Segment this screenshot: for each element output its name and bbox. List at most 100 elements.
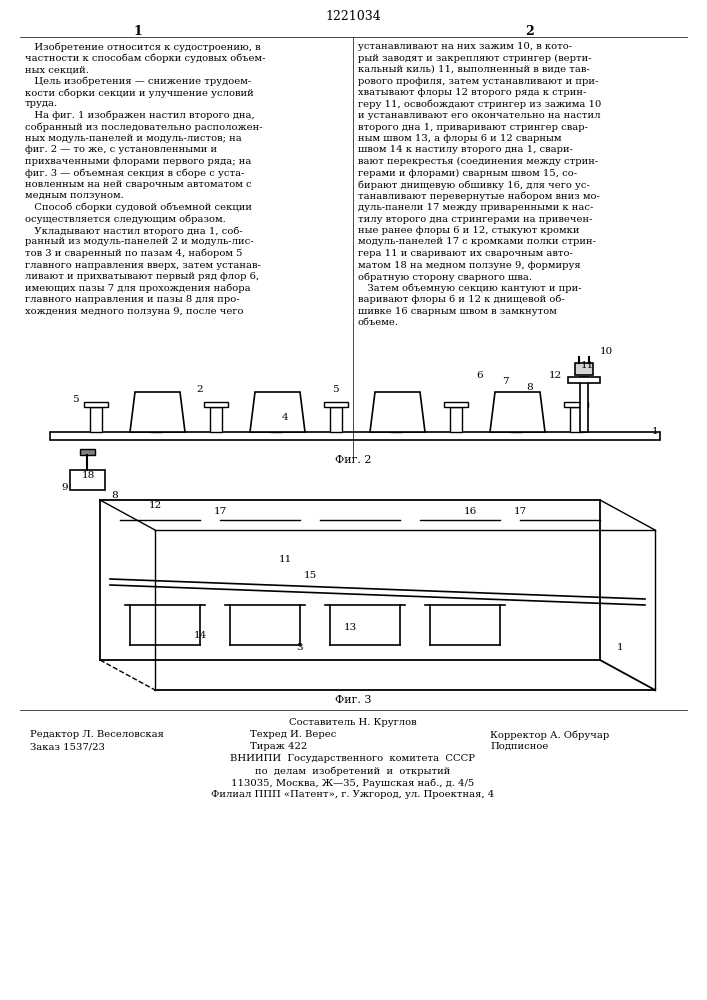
Text: шивке 16 сварным швом в замкнутом: шивке 16 сварным швом в замкнутом — [358, 306, 557, 316]
Text: 3: 3 — [297, 644, 303, 652]
Text: фиг. 2 — то же, с установленными и: фиг. 2 — то же, с установленными и — [25, 145, 217, 154]
FancyBboxPatch shape — [144, 402, 168, 407]
Text: Способ сборки судовой объемной секции: Способ сборки судовой объемной секции — [25, 203, 252, 213]
Text: 8: 8 — [527, 383, 533, 392]
Text: гера 11 и сваривают их сварочным авто-: гера 11 и сваривают их сварочным авто- — [358, 249, 573, 258]
Polygon shape — [490, 392, 545, 432]
Polygon shape — [250, 392, 305, 432]
Text: бирают днищевую обшивку 16, для чего ус-: бирают днищевую обшивку 16, для чего ус- — [358, 180, 590, 190]
Text: медным ползуном.: медным ползуном. — [25, 192, 124, 200]
Text: кальный киль) 11, выполненный в виде тав-: кальный киль) 11, выполненный в виде тав… — [358, 65, 590, 74]
Text: хватывают флоры 12 второго ряда к стрин-: хватывают флоры 12 второго ряда к стрин- — [358, 88, 586, 97]
Text: второго дна 1, приваривают стрингер свар-: второго дна 1, приваривают стрингер свар… — [358, 122, 588, 131]
FancyBboxPatch shape — [390, 407, 402, 432]
Text: рового профиля, затем устанавливают и при-: рового профиля, затем устанавливают и пр… — [358, 77, 598, 86]
Text: Корректор А. Обручар: Корректор А. Обручар — [490, 730, 609, 740]
Text: тилу второго дна стрингерами на привечен-: тилу второго дна стрингерами на привечен… — [358, 215, 592, 224]
Text: модуль-панелей 17 с кромками полки стрин-: модуль-панелей 17 с кромками полки стрин… — [358, 237, 596, 246]
FancyBboxPatch shape — [504, 402, 528, 407]
Text: ливают и прихватывают первый ряд флор 6,: ливают и прихватывают первый ряд флор 6, — [25, 272, 259, 281]
Text: 16: 16 — [463, 508, 477, 516]
Text: 14: 14 — [194, 631, 206, 640]
Text: геру 11, освобождают стрингер из зажима 10: геру 11, освобождают стрингер из зажима … — [358, 100, 602, 109]
Text: Техред И. Верес: Техред И. Верес — [250, 730, 337, 739]
Text: 10: 10 — [600, 348, 613, 357]
FancyBboxPatch shape — [80, 449, 95, 455]
Text: имеющих пазы 7 для прохождения набора: имеющих пазы 7 для прохождения набора — [25, 284, 250, 293]
Text: танавливают перевернутые набором вниз мо-: танавливают перевернутые набором вниз мо… — [358, 192, 600, 201]
Text: 7: 7 — [502, 377, 508, 386]
Text: швом 14 к настилу второго дна 1, свари-: швом 14 к настилу второго дна 1, свари- — [358, 145, 573, 154]
FancyBboxPatch shape — [330, 407, 342, 432]
Text: Подписное: Подписное — [490, 742, 549, 751]
FancyBboxPatch shape — [450, 407, 462, 432]
Text: 1221034: 1221034 — [325, 10, 381, 23]
Text: кости сборки секции и улучшение условий: кости сборки секции и улучшение условий — [25, 88, 254, 98]
Text: собранный из последовательно расположен-: собранный из последовательно расположен- — [25, 122, 262, 132]
Text: 12: 12 — [148, 500, 162, 510]
Text: варивают флоры 6 и 12 к днищевой об-: варивают флоры 6 и 12 к днищевой об- — [358, 295, 565, 304]
FancyBboxPatch shape — [90, 407, 102, 432]
Text: 18: 18 — [81, 471, 95, 480]
Text: 9: 9 — [62, 484, 69, 492]
Text: вают перекрестья (соединения между стрин-: вают перекрестья (соединения между стрин… — [358, 157, 598, 166]
Text: Заказ 1537/23: Заказ 1537/23 — [30, 742, 105, 751]
FancyBboxPatch shape — [150, 407, 162, 432]
Polygon shape — [130, 392, 185, 432]
FancyBboxPatch shape — [84, 402, 108, 407]
Text: 5: 5 — [332, 385, 339, 394]
FancyBboxPatch shape — [575, 363, 593, 375]
Text: герами и флорами) сварным швом 15, со-: герами и флорами) сварным швом 15, со- — [358, 168, 577, 178]
Text: На фиг. 1 изображен настил второго дна,: На фиг. 1 изображен настил второго дна, — [25, 111, 255, 120]
Text: 13: 13 — [344, 624, 356, 633]
Text: тов 3 и сваренный по пазам 4, набором 5: тов 3 и сваренный по пазам 4, набором 5 — [25, 249, 243, 258]
FancyBboxPatch shape — [324, 402, 348, 407]
Text: и устанавливают его окончательно на настил: и устанавливают его окончательно на наст… — [358, 111, 600, 120]
Text: по  делам  изобретений  и  открытий: по делам изобретений и открытий — [255, 766, 450, 776]
FancyBboxPatch shape — [204, 402, 228, 407]
Text: 113035, Москва, Ж—35, Раушская наб., д. 4/5: 113035, Москва, Ж—35, Раушская наб., д. … — [231, 778, 474, 788]
Text: 2: 2 — [525, 25, 534, 38]
Text: дуль-панели 17 между приваренными к нас-: дуль-панели 17 между приваренными к нас- — [358, 203, 593, 212]
Text: Затем объемную секцию кантуют и при-: Затем объемную секцию кантуют и при- — [358, 284, 582, 293]
Text: матом 18 на медном ползуне 9, формируя: матом 18 на медном ползуне 9, формируя — [358, 260, 580, 269]
Text: 15: 15 — [303, 570, 317, 580]
Text: ранный из модуль-панелей 2 и модуль-лис-: ранный из модуль-панелей 2 и модуль-лис- — [25, 237, 254, 246]
Text: рый заводят и закрепляют стрингер (верти-: рый заводят и закрепляют стрингер (верти… — [358, 53, 592, 63]
Text: 6: 6 — [477, 370, 484, 379]
Text: Изобретение относится к судостроению, в: Изобретение относится к судостроению, в — [25, 42, 261, 51]
FancyBboxPatch shape — [264, 402, 288, 407]
FancyBboxPatch shape — [568, 377, 600, 383]
Text: Фиг. 2: Фиг. 2 — [334, 455, 371, 465]
Text: 17: 17 — [214, 508, 227, 516]
Text: 2: 2 — [197, 385, 204, 394]
FancyBboxPatch shape — [70, 470, 105, 490]
FancyBboxPatch shape — [210, 407, 222, 432]
Text: объеме.: объеме. — [358, 318, 399, 327]
Text: 12: 12 — [549, 370, 561, 379]
Text: 5: 5 — [71, 395, 78, 404]
Text: Цель изобретения — снижение трудоем-: Цель изобретения — снижение трудоем- — [25, 77, 251, 86]
Text: 8: 8 — [112, 490, 118, 499]
Text: новленным на ней сварочным автоматом с: новленным на ней сварочным автоматом с — [25, 180, 252, 189]
Text: Укладывают настил второго дна 1, соб-: Укладывают настил второго дна 1, соб- — [25, 226, 243, 235]
Text: 11: 11 — [279, 556, 291, 564]
Text: Филиал ППП «Патент», г. Ужгород, ул. Проектная, 4: Филиал ППП «Патент», г. Ужгород, ул. Про… — [211, 790, 495, 799]
FancyBboxPatch shape — [510, 407, 522, 432]
FancyBboxPatch shape — [580, 377, 588, 432]
FancyBboxPatch shape — [570, 407, 582, 432]
FancyBboxPatch shape — [384, 402, 408, 407]
Text: фиг. 3 — объемная секция в сборе с уста-: фиг. 3 — объемная секция в сборе с уста- — [25, 168, 245, 178]
Text: ных секций.: ных секций. — [25, 65, 89, 74]
Polygon shape — [370, 392, 425, 432]
Text: хождения медного ползуна 9, после чего: хождения медного ползуна 9, после чего — [25, 306, 243, 316]
Text: главного направления вверх, затем устанав-: главного направления вверх, затем устана… — [25, 260, 261, 269]
Text: ные ранее флоры 6 и 12, стыкуют кромки: ные ранее флоры 6 и 12, стыкуют кромки — [358, 226, 580, 235]
Text: труда.: труда. — [25, 100, 58, 108]
FancyBboxPatch shape — [50, 432, 660, 440]
Text: частности к способам сборки судовых объем-: частности к способам сборки судовых объе… — [25, 53, 266, 63]
Text: устанавливают на них зажим 10, в кото-: устанавливают на них зажим 10, в кото- — [358, 42, 572, 51]
FancyBboxPatch shape — [444, 402, 468, 407]
Text: Тираж 422: Тираж 422 — [250, 742, 308, 751]
Text: ных модуль-панелей и модуль-листов; на: ных модуль-панелей и модуль-листов; на — [25, 134, 242, 143]
